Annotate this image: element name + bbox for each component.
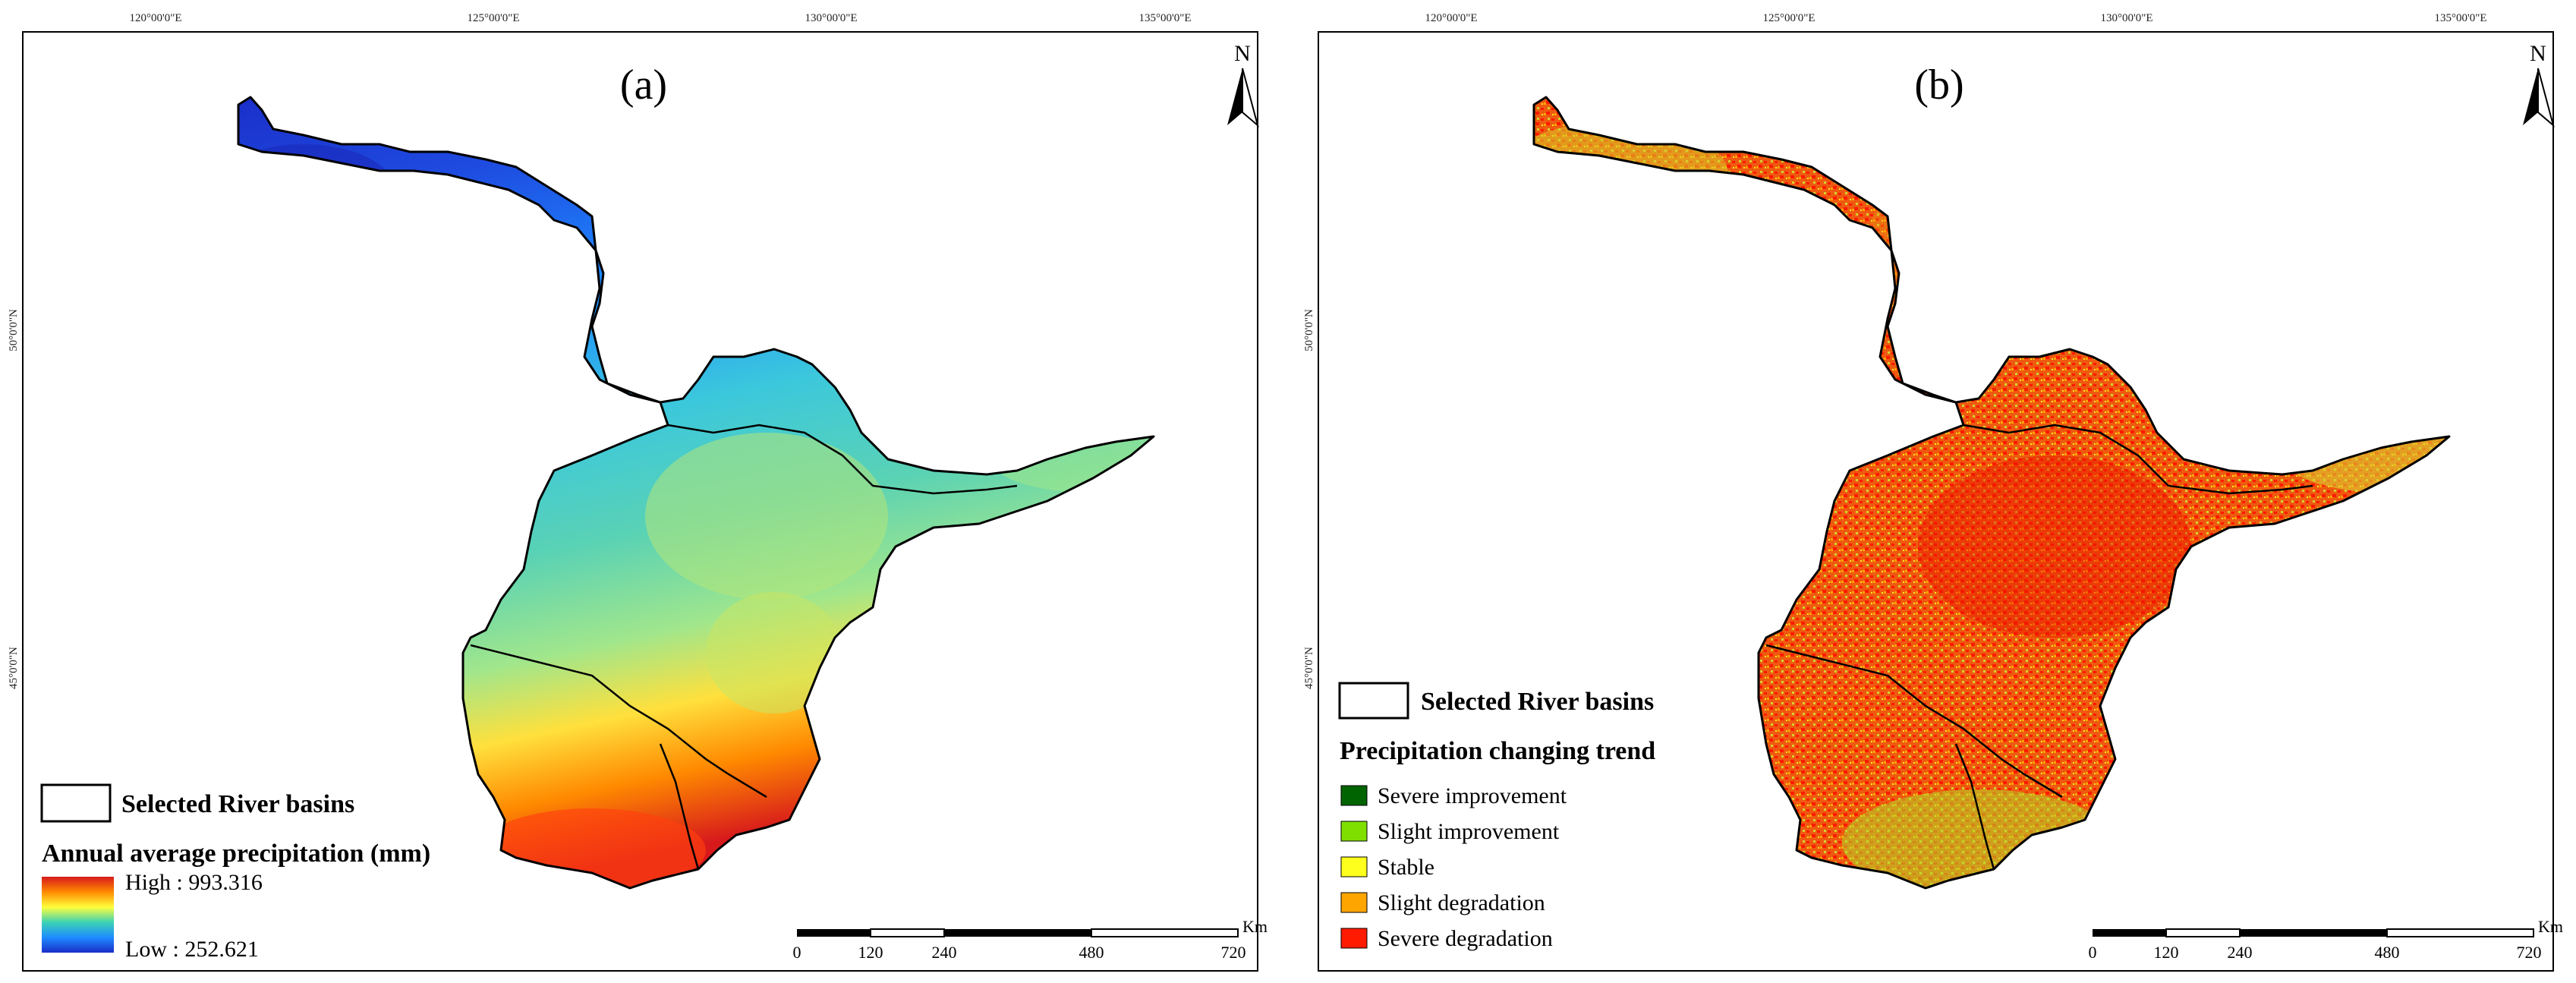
label-stable: Stable xyxy=(1378,855,1434,880)
scale-unit: Km xyxy=(1242,917,1268,936)
scale-label-0: 0 xyxy=(793,943,801,962)
legend-class-stable: Stable xyxy=(1340,855,1434,880)
legend-class-slight-degradation: Slight degradation xyxy=(1340,890,1545,915)
map-frame xyxy=(22,31,1258,972)
scale-label-720: 720 xyxy=(2517,943,2542,962)
swatch-slight-improvement xyxy=(1340,821,1368,842)
map-panel-a: 120°00'0"E 125°00'0"E 130°00'0"E 135°00'… xyxy=(0,0,1280,979)
scale-label-0: 0 xyxy=(2089,943,2097,962)
label-slight-degradation: Slight degradation xyxy=(1378,890,1545,915)
legend-trend: Precipitation changing trend Severe impr… xyxy=(1340,737,1655,951)
map-frame xyxy=(1318,31,2554,972)
scale-label-240: 240 xyxy=(2228,943,2253,962)
basin-outline xyxy=(237,96,1155,890)
lon-tick-120: 120°00'0"E xyxy=(130,12,182,24)
lon-tick-130: 130°00'0"E xyxy=(2101,12,2153,24)
scale-label-120: 120 xyxy=(2154,943,2179,962)
north-label: N xyxy=(2530,41,2546,66)
lon-tick-135: 135°00'0"E xyxy=(2435,12,2487,24)
lat-tick-45: 45°0'0"N xyxy=(8,647,20,689)
legend-precipitation: Annual average precipitation (mm) High :… xyxy=(42,840,430,962)
swatch-stable xyxy=(1340,856,1368,877)
label-severe-degradation: Severe degradation xyxy=(1378,926,1553,951)
legend-title: Precipitation changing trend xyxy=(1340,737,1655,765)
legend-class-severe-degradation: Severe degradation xyxy=(1340,926,1553,951)
scale-label-120: 120 xyxy=(858,943,883,962)
panel-label: (b) xyxy=(1914,61,1963,109)
lon-tick-125: 125°00'0"E xyxy=(468,12,520,24)
swatch-severe-degradation xyxy=(1340,928,1368,949)
north-arrow: N xyxy=(2523,41,2555,128)
north-label: N xyxy=(1234,41,1251,66)
scale-unit: Km xyxy=(2538,917,2563,936)
trend-raster xyxy=(1534,97,2449,888)
lon-tick-135: 135°00'0"E xyxy=(1139,12,1192,24)
legend-class-slight-improvement: Slight improvement xyxy=(1340,819,1560,844)
legend-basin-label: Selected River basins xyxy=(1421,688,1654,716)
sub-basin-boundaries xyxy=(470,424,1018,870)
north-arrow: N xyxy=(1227,41,1259,128)
swatch-severe-improvement xyxy=(1340,785,1368,806)
legend-basin-swatch xyxy=(40,783,112,823)
precipitation-raster xyxy=(238,97,1154,888)
map-panel-b: 120°00'0"E 125°00'0"E 130°00'0"E 135°00'… xyxy=(1296,0,2576,979)
scale-label-480: 480 xyxy=(2375,943,2400,962)
lon-tick-120: 120°00'0"E xyxy=(1425,12,1478,24)
legend-basin: Selected River basins xyxy=(1338,682,1654,720)
legend-class-severe-improvement: Severe improvement xyxy=(1340,783,1567,808)
lat-tick-50: 50°0'0"N xyxy=(8,309,20,351)
lat-tick-45: 45°0'0"N xyxy=(1303,647,1315,689)
legend-basin-swatch xyxy=(1338,682,1409,720)
latitude-tick-labels: 50°0'0"N 45°0'0"N xyxy=(1303,309,1315,689)
legend-high-label: High : 993.316 xyxy=(125,870,263,895)
basin-outline xyxy=(1532,96,2451,890)
sub-basin-boundaries xyxy=(1765,424,2313,870)
scale-bar: 0 120 240 480 720 Km xyxy=(793,917,1268,962)
legend-basin: Selected River basins xyxy=(40,783,354,823)
scale-label-720: 720 xyxy=(1221,943,1246,962)
lon-tick-130: 130°00'0"E xyxy=(805,12,858,24)
legend-low-label: Low : 252.621 xyxy=(125,937,259,962)
latitude-tick-labels: 50°0'0"N 45°0'0"N xyxy=(8,309,20,689)
scale-bar: 0 120 240 480 720 Km xyxy=(2089,917,2564,962)
legend-title: Annual average precipitation (mm) xyxy=(42,840,430,868)
swatch-slight-degradation xyxy=(1340,892,1368,913)
longitude-tick-labels: 120°00'0"E 125°00'0"E 130°00'0"E 135°00'… xyxy=(130,12,1192,24)
label-slight-improvement: Slight improvement xyxy=(1378,819,1560,844)
color-ramp xyxy=(42,877,114,953)
lon-tick-125: 125°00'0"E xyxy=(1763,12,1815,24)
legend-basin-label: Selected River basins xyxy=(121,790,354,818)
scale-label-480: 480 xyxy=(1079,943,1104,962)
longitude-tick-labels: 120°00'0"E 125°00'0"E 130°00'0"E 135°00'… xyxy=(1425,12,2487,24)
panel-label: (a) xyxy=(620,61,667,109)
label-severe-improvement: Severe improvement xyxy=(1378,783,1567,808)
lat-tick-50: 50°0'0"N xyxy=(1303,309,1315,351)
scale-label-240: 240 xyxy=(932,943,957,962)
